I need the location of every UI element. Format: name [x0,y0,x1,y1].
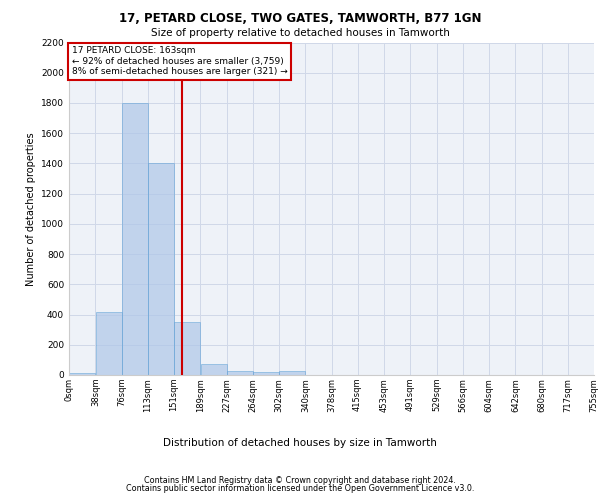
Text: Size of property relative to detached houses in Tamworth: Size of property relative to detached ho… [151,28,449,38]
Y-axis label: Number of detached properties: Number of detached properties [26,132,35,286]
Bar [279,371,305,375]
Text: 17 PETARD CLOSE: 163sqm
← 92% of detached houses are smaller (3,759)
8% of semi-: 17 PETARD CLOSE: 163sqm ← 92% of detache… [72,46,287,76]
Text: Contains public sector information licensed under the Open Government Licence v3: Contains public sector information licen… [126,484,474,493]
Bar [174,322,200,375]
Bar [95,312,122,375]
Bar [122,103,148,375]
Text: 17, PETARD CLOSE, TWO GATES, TAMWORTH, B77 1GN: 17, PETARD CLOSE, TWO GATES, TAMWORTH, B… [119,12,481,26]
Bar [253,372,279,375]
Bar [200,364,227,375]
Bar [148,164,174,375]
Bar [69,372,95,375]
Bar [227,371,253,375]
Text: Contains HM Land Registry data © Crown copyright and database right 2024.: Contains HM Land Registry data © Crown c… [144,476,456,485]
Text: Distribution of detached houses by size in Tamworth: Distribution of detached houses by size … [163,438,437,448]
